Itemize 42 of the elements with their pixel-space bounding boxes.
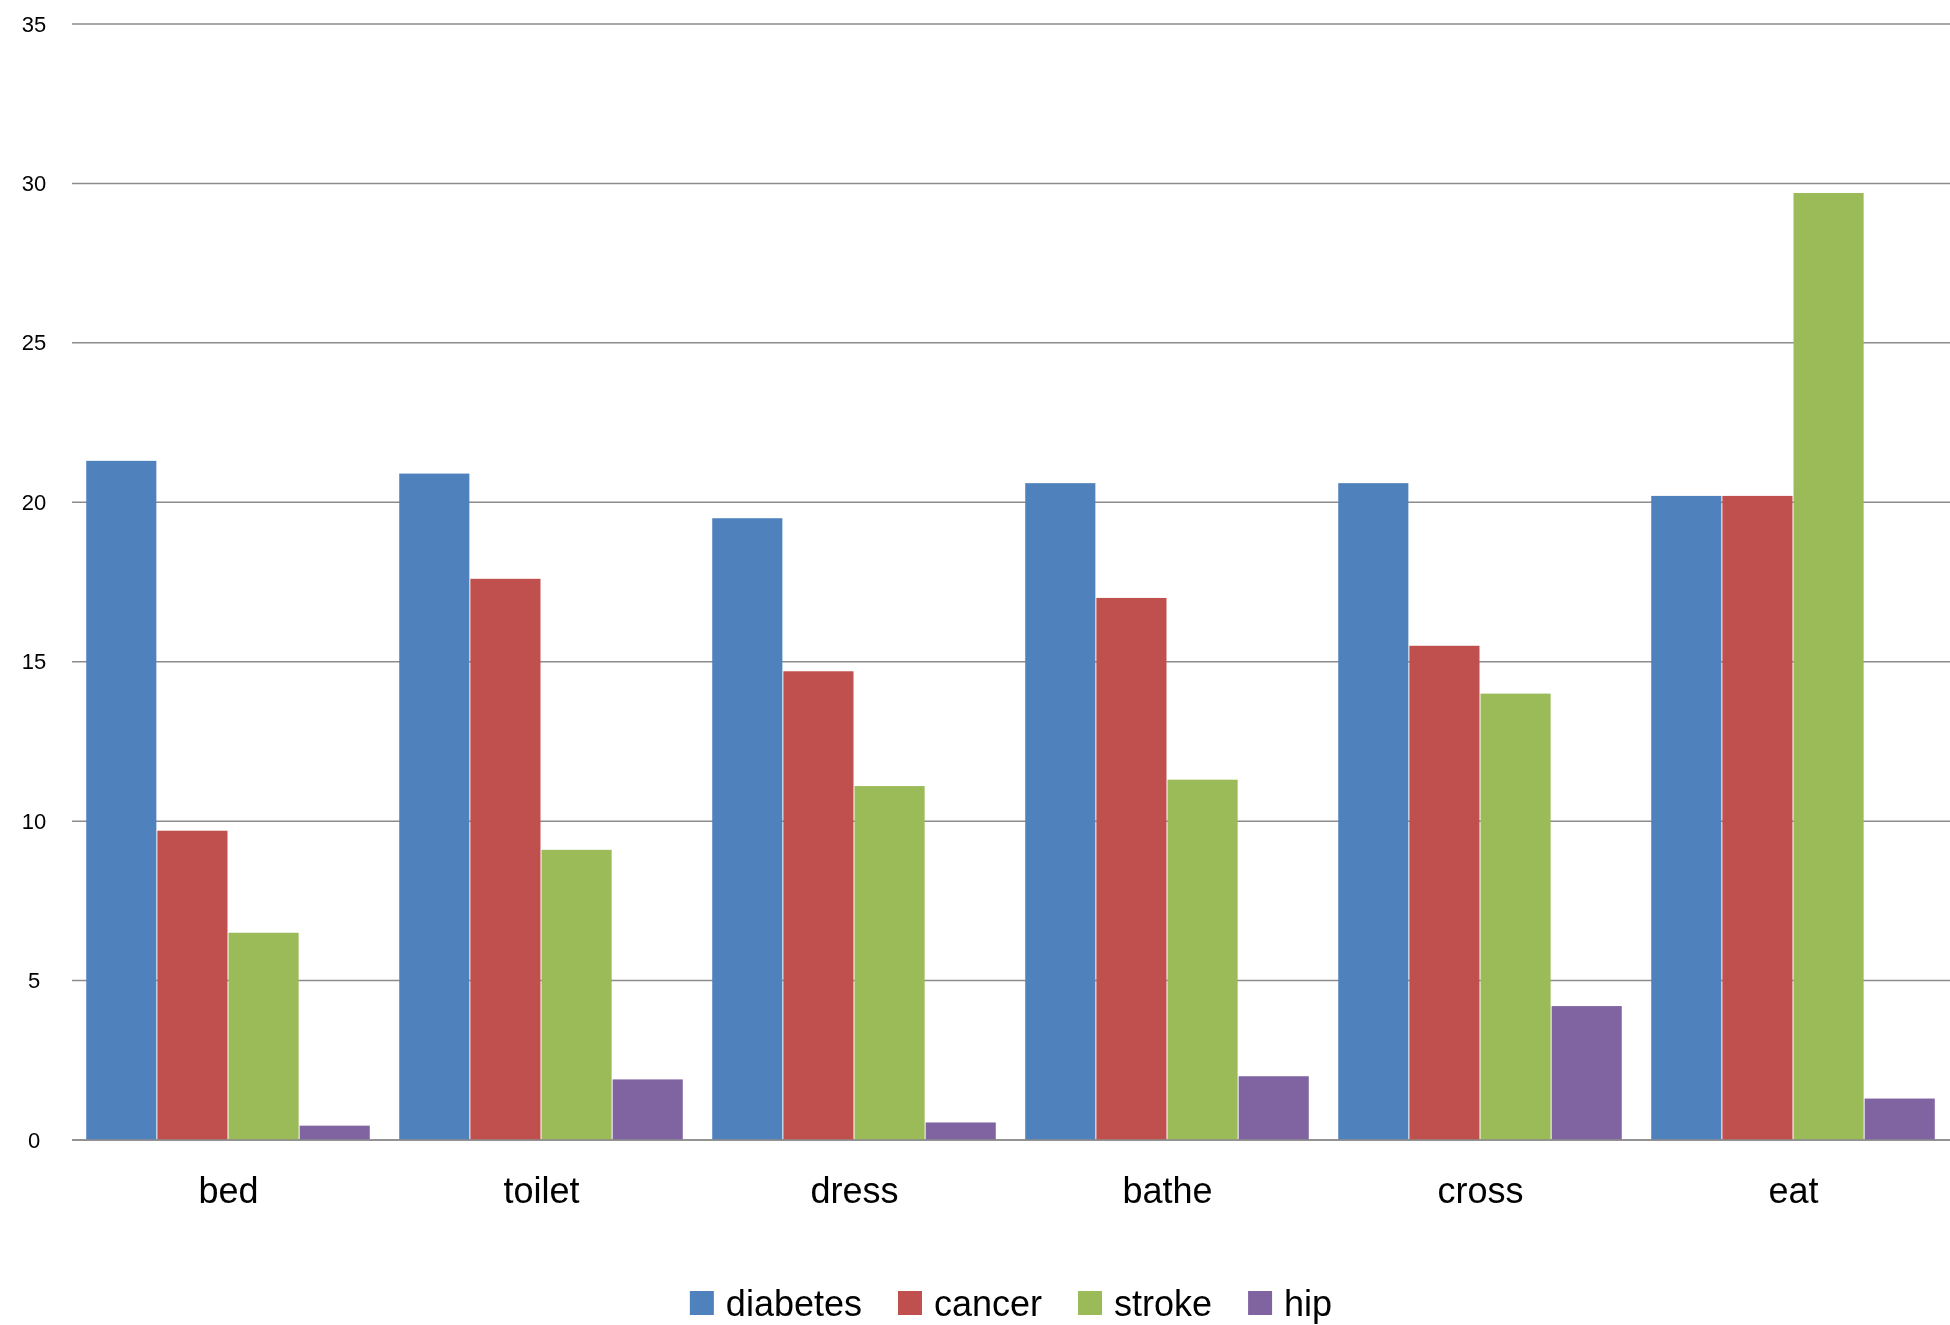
bar (1338, 483, 1409, 1140)
bar (712, 518, 783, 1140)
legend-label: cancer (933, 1282, 1043, 1324)
bar (854, 786, 925, 1140)
bar (299, 1125, 370, 1140)
x-tick-label: eat (1768, 1170, 1819, 1211)
bar (1409, 645, 1480, 1140)
bar (1722, 495, 1793, 1140)
bar (1551, 1006, 1622, 1140)
x-tick-label: toilet (503, 1170, 580, 1211)
y-tick-label: 0 (27, 1127, 41, 1153)
bar (1651, 495, 1722, 1140)
bar (1864, 1098, 1935, 1140)
bar (1096, 597, 1167, 1140)
bar (1167, 779, 1238, 1140)
bar (1480, 693, 1551, 1140)
x-tick-label: cross (1437, 1170, 1524, 1211)
bar (1238, 1076, 1309, 1140)
y-tick-label: 10 (21, 808, 47, 834)
x-tick-label: bathe (1122, 1170, 1213, 1211)
y-tick-label: 35 (21, 11, 47, 37)
y-tick-label: 30 (21, 170, 47, 196)
bar (925, 1122, 996, 1140)
y-tick-label: 20 (21, 489, 47, 515)
bar (470, 578, 541, 1140)
x-tick-label: bed (198, 1170, 259, 1211)
legend-label: hip (1284, 1282, 1333, 1324)
y-tick-label: 5 (27, 968, 41, 994)
bar (86, 460, 157, 1140)
bar (1793, 192, 1864, 1140)
y-tick-label: 15 (21, 649, 47, 675)
bar (228, 932, 299, 1140)
y-tick-label: 25 (21, 330, 47, 356)
bar (1025, 483, 1096, 1140)
legend-label: diabetes (725, 1282, 862, 1324)
x-tick-label: dress (810, 1170, 899, 1211)
bar (541, 849, 612, 1140)
bar (612, 1079, 683, 1140)
legend-label: stroke (1114, 1282, 1213, 1324)
bar (399, 473, 470, 1140)
bar (157, 830, 228, 1140)
bar (783, 671, 854, 1140)
